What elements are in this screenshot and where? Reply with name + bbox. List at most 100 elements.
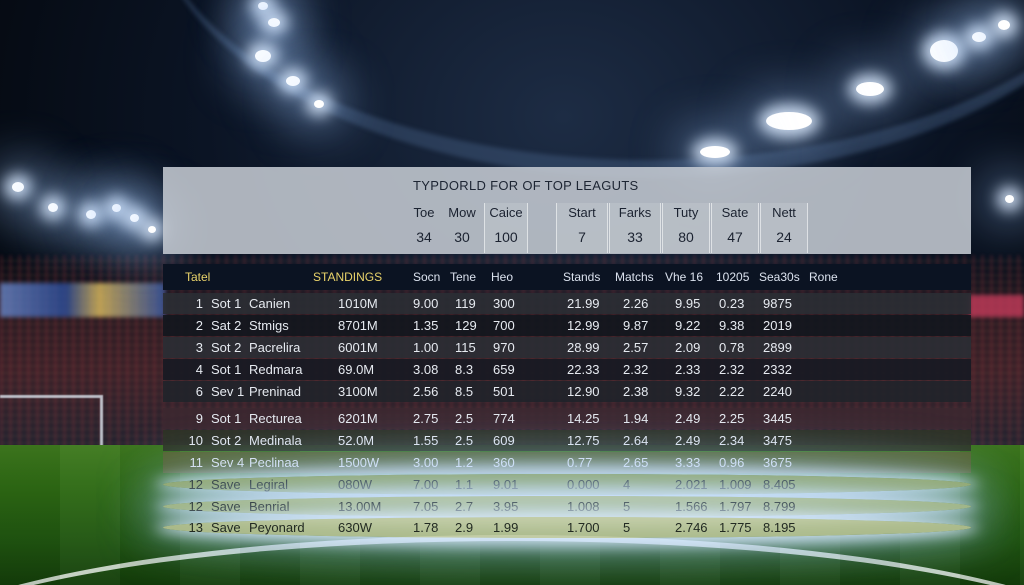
stat-card: Farks 33 xyxy=(609,203,661,253)
team-cell: Peyonard xyxy=(249,520,305,535)
column-header[interactable]: Socn xyxy=(413,270,441,284)
stat-value: 34 xyxy=(416,229,432,245)
table-row[interactable]: 12 Save Legiral 080W 7.00 1.1 9.01 0.000 4 2.021 1… xyxy=(163,474,971,495)
table-row[interactable]: 3 Sot 2 Pacrelira 6001M 1.00 115 970 28.99 2.57 2… xyxy=(163,337,971,358)
table-row[interactable]: 10 Sot 2 Medinala 52.0M 1.55 2.5 609 12.75 2.64 2… xyxy=(163,430,971,451)
stat-cell: 1.55 xyxy=(413,433,439,448)
stat-card: Start 7 xyxy=(556,203,608,253)
stat-cell: 9.32 xyxy=(675,384,701,399)
stat-cell: 9.00 xyxy=(413,296,439,311)
section-cell: Save xyxy=(211,477,241,492)
stat-cell: 2.75 xyxy=(413,411,439,426)
rank-cell: 3 xyxy=(195,340,203,355)
summary-header: TYPDORLD FOR OF TOP LEAGUTS Toe 34 Mow 3… xyxy=(163,167,971,254)
stat-cell: 22.33 xyxy=(567,362,600,377)
stat-cell: 501 xyxy=(493,384,515,399)
stat-cell: 9875 xyxy=(763,296,792,311)
value-cell: 3100M xyxy=(338,384,378,399)
stat-card: Toe 34 xyxy=(406,203,442,253)
rank-cell: 2 xyxy=(195,318,203,333)
stat-card: Mow 30 xyxy=(442,203,482,253)
stat-cell: 0.23 xyxy=(719,296,745,311)
column-header[interactable]: Tatel xyxy=(185,270,211,284)
stat-label: Mow xyxy=(448,205,476,220)
team-cell: Legiral xyxy=(249,477,289,492)
stat-cell: 12.90 xyxy=(567,384,600,399)
rank-cell: 6 xyxy=(195,384,203,399)
table-row[interactable]: 6 Sev 1 Preninad 3100M 2.56 8.5 501 12.90 2.38 9.… xyxy=(163,381,971,402)
stat-cell: 2.56 xyxy=(413,384,439,399)
value-cell: 1010M xyxy=(338,296,378,311)
stat-cell: 4 xyxy=(623,477,631,492)
stat-cell: 5 xyxy=(623,520,631,535)
advertising-board xyxy=(969,295,1024,317)
column-header[interactable]: STANDINGS xyxy=(313,270,383,284)
floodlight-icon xyxy=(12,182,24,192)
stat-cell: 2.32 xyxy=(623,362,649,377)
stat-cell: 8.405 xyxy=(763,477,796,492)
rank-cell: 12 xyxy=(188,499,203,514)
stat-cell: 2240 xyxy=(763,384,792,399)
stat-cell: 115 xyxy=(455,340,476,355)
goal-post xyxy=(0,395,103,453)
stat-cell: 9.01 xyxy=(493,477,519,492)
section-cell: Sot 2 xyxy=(211,433,242,448)
stat-value: 7 xyxy=(578,229,586,245)
table-row[interactable]: 9 Sot 1 Recturea 6201M 2.75 2.5 774 14.25 1.94 2.… xyxy=(163,408,971,429)
column-header[interactable]: Heo xyxy=(491,270,514,284)
stat-value: 47 xyxy=(727,229,743,245)
stat-cell: 300 xyxy=(493,296,515,311)
stat-cell: 119 xyxy=(455,296,476,311)
section-cell: Save xyxy=(211,499,241,514)
rank-cell: 1 xyxy=(195,296,203,311)
stat-cell: 1.35 xyxy=(413,318,439,333)
table-row[interactable]: 2 Sat 2 Stmigs 8701M 1.35 129 700 12.99 9.87 9.22… xyxy=(163,315,971,336)
floodlight-icon xyxy=(48,203,58,212)
stat-cell: 14.25 xyxy=(567,411,600,426)
stat-cell: 3.00 xyxy=(413,455,439,470)
stat-cell: 1.700 xyxy=(567,520,600,535)
team-cell: Pacrelira xyxy=(249,340,301,355)
advertising-board xyxy=(0,283,165,317)
stat-cell: 1.797 xyxy=(719,499,752,514)
table-row[interactable]: 11 Sev 4 Peclinaa 1500W 3.00 1.2 360 0.77 2.65 3.… xyxy=(163,452,971,473)
floodlight-icon xyxy=(258,2,268,10)
stat-cell: 2.7 xyxy=(455,499,474,514)
column-header[interactable]: Tene xyxy=(450,270,477,284)
stat-cell: 2899 xyxy=(763,340,792,355)
stat-label: Tuty xyxy=(673,205,699,220)
column-header[interactable]: Rone xyxy=(809,270,838,284)
standings-panel: TYPDORLD FOR OF TOP LEAGUTS Toe 34 Mow 3… xyxy=(163,167,971,538)
stat-cell: 2.5 xyxy=(455,411,474,426)
table-row[interactable]: 4 Sot 1 Redmara 69.0M 3.08 8.3 659 22.33 2.32 2.3… xyxy=(163,359,971,380)
stat-cell: 0.78 xyxy=(719,340,745,355)
rank-cell: 11 xyxy=(189,455,204,470)
table-row[interactable]: 1 Sot 1 Canien 1010M 9.00 119 300 21.99 2.26 9.95… xyxy=(163,293,971,314)
table-header: Tatel STANDINGS Socn Tene Heo Stands Mat… xyxy=(163,264,971,290)
stat-cell: 2.38 xyxy=(623,384,649,399)
stat-value: 30 xyxy=(454,229,470,245)
stat-cell: 609 xyxy=(493,433,515,448)
floodlight-icon xyxy=(998,20,1010,30)
value-cell: 69.0M xyxy=(338,362,375,377)
team-cell: Canien xyxy=(249,296,291,311)
stat-cell: 2.49 xyxy=(675,411,701,426)
table-row[interactable]: 12 Save Benrial 13.00M 7.05 2.7 3.95 1.008 5 1.56… xyxy=(163,496,971,517)
column-header[interactable]: Matchs xyxy=(615,270,654,284)
stat-cell: 1.2 xyxy=(455,455,474,470)
floodlight-icon xyxy=(148,226,156,233)
stat-cell: 28.99 xyxy=(567,340,600,355)
column-header[interactable]: Sea30s xyxy=(759,270,800,284)
section-cell: Sot 1 xyxy=(211,362,242,377)
stat-cell: 1.99 xyxy=(493,520,519,535)
table-row[interactable]: 13 Save Peyonard 630W 1.78 2.9 1.99 1.700 5 2.746… xyxy=(163,517,971,538)
stat-cell: 1.94 xyxy=(623,411,649,426)
stat-cell: 8.195 xyxy=(763,520,796,535)
rank-cell: 4 xyxy=(195,362,203,377)
column-header[interactable]: Stands xyxy=(563,270,601,284)
column-header[interactable]: 10205 xyxy=(716,270,750,284)
stat-label: Sate xyxy=(721,205,749,220)
panel-title: TYPDORLD FOR OF TOP LEAGUTS xyxy=(413,178,639,193)
team-cell: Preninad xyxy=(249,384,302,399)
column-header[interactable]: Vhe 16 xyxy=(665,270,704,284)
